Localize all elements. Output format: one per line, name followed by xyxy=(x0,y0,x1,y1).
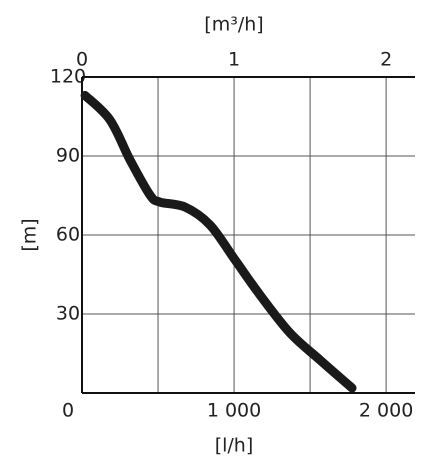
x-tick-label: 0 xyxy=(62,400,74,422)
y-tick-label: 30 xyxy=(56,303,80,325)
x-tick-label: 2 000 xyxy=(359,400,413,422)
x2-tick-label: 1 xyxy=(228,49,240,71)
x-tick-label: 1 000 xyxy=(207,400,261,422)
y-axis-label: [m] xyxy=(19,218,41,251)
x2-axis-label: [m³/h] xyxy=(204,14,263,36)
pump-curve xyxy=(80,90,357,393)
y-tick-label: 120 xyxy=(50,66,86,88)
y-tick-label: 90 xyxy=(56,145,80,167)
y-tick-label: 60 xyxy=(56,224,80,246)
x-axis-label: [l/h] xyxy=(215,435,254,457)
x2-tick-label: 0 xyxy=(76,49,88,71)
x2-tick-label: 2 xyxy=(380,49,392,71)
